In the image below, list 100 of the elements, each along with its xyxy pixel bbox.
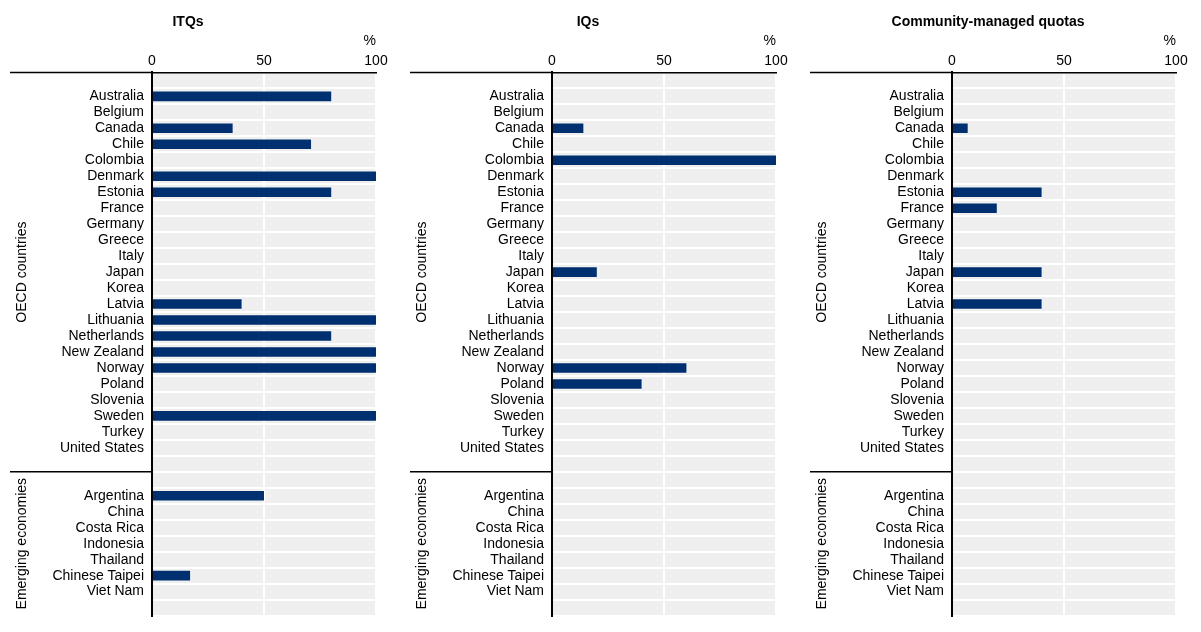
chart-title: ITQs [172, 13, 204, 30]
x-tick-label: 0 [948, 51, 957, 68]
y-tick-label: New Zealand [461, 342, 544, 359]
y-tick-label: Norway [896, 358, 944, 375]
y-tick-label: Thailand [490, 550, 544, 567]
y-tick-label: Chile [512, 135, 545, 152]
y-tick-label: Thailand [890, 550, 944, 567]
y-tick-label: Indonesia [483, 534, 545, 551]
y-tick-label: Latvia [506, 294, 545, 311]
y-tick-label: Colombia [884, 151, 945, 168]
y-tick-label: Germany [486, 215, 544, 232]
y-tick-label: Colombia [484, 151, 545, 168]
y-tick-label: United States [459, 438, 544, 455]
y-tick-label: Japan [105, 262, 144, 279]
y-tick-label: France [100, 199, 145, 216]
text: Emerging economies [812, 477, 829, 610]
bar [153, 139, 312, 150]
bar [953, 187, 1042, 198]
y-tick-label: Denmark [887, 167, 945, 184]
y-tick-label: New Zealand [861, 342, 944, 359]
bar [953, 267, 1042, 277]
y-tick-label: Lithuania [87, 310, 145, 327]
bar [153, 363, 376, 373]
y-tick-label: Estonia [497, 183, 545, 200]
bar [153, 570, 191, 581]
y-tick-label: United States [59, 438, 144, 455]
y-tick-label: Korea [506, 278, 545, 295]
bar [553, 267, 597, 277]
bar [553, 379, 642, 389]
bar [153, 171, 376, 182]
bar [153, 299, 242, 309]
bar [553, 155, 776, 166]
y-tick-label: Korea [106, 278, 145, 295]
y-tick-label: Argentina [484, 486, 545, 503]
y-tick-label: Sweden [493, 406, 544, 423]
chart-title: Community-managed quotas [891, 13, 1085, 30]
y-tick-label: Netherlands [468, 326, 544, 343]
y-tick-label: Italy [518, 246, 544, 263]
y-tick-label: Netherlands [68, 326, 144, 343]
y-tick-label: Thailand [90, 550, 144, 567]
y-tick-label: Costa Rica [875, 518, 945, 535]
x-axis-title: % [363, 32, 376, 49]
y-tick-label: Norway [496, 358, 544, 375]
y-tick-label: Slovenia [890, 390, 945, 407]
y-tick-label: Canada [894, 119, 945, 136]
y-tick-label: Belgium [893, 103, 944, 120]
y-tick-label: Japan [905, 262, 944, 279]
y-tick-label: Poland [100, 374, 144, 391]
y-tick-label: Denmark [87, 167, 145, 184]
y-tick-label: Slovenia [490, 390, 545, 407]
y-tick-label: Italy [918, 246, 944, 263]
bar [953, 123, 968, 134]
text: OECD countries [12, 221, 29, 323]
y-tick-label: Japan [505, 262, 544, 279]
y-tick-label: Chinese Taipei [52, 566, 144, 583]
y-tick-label: Korea [906, 278, 945, 295]
bar [153, 315, 376, 325]
y-tick-label: Sweden [93, 406, 144, 423]
y-tick-label: Belgium [493, 103, 544, 120]
x-axis-title: % [1163, 32, 1176, 49]
y-tick-label: Indonesia [83, 534, 145, 551]
y-tick-label: Germany [86, 215, 144, 232]
y-tick-label: China [507, 502, 545, 519]
y-tick-label: New Zealand [61, 342, 144, 359]
y-tick-label: Indonesia [883, 534, 945, 551]
y-tick-label: Estonia [97, 183, 145, 200]
x-tick-label: 0 [148, 51, 157, 68]
x-tick-label: 100 [1164, 51, 1188, 68]
y-tick-label: Italy [118, 246, 144, 263]
y-tick-label: Lithuania [487, 310, 545, 327]
y-tick-label: Viet Nam [486, 582, 544, 599]
text: OECD countries [812, 221, 829, 323]
y-tick-label: China [107, 502, 145, 519]
y-tick-label: Netherlands [868, 326, 944, 343]
y-tick-label: Chinese Taipei [852, 566, 944, 583]
y-tick-label: China [907, 502, 945, 519]
y-tick-label: Australia [889, 87, 945, 104]
bar [953, 299, 1042, 309]
y-tick-label: Belgium [93, 103, 144, 120]
bar [153, 123, 233, 134]
x-tick-label: 50 [656, 51, 672, 68]
y-tick-label: Viet Nam [886, 582, 944, 599]
y-tick-label: Colombia [84, 151, 145, 168]
y-tick-label: Argentina [884, 486, 945, 503]
y-tick-label: Norway [96, 358, 144, 375]
bar [553, 363, 687, 373]
y-tick-label: Greece [898, 231, 945, 248]
y-tick-label: France [900, 199, 945, 216]
y-tick-label: Viet Nam [86, 582, 144, 599]
y-tick-label: Greece [98, 231, 145, 248]
bar [153, 91, 332, 102]
y-tick-label: Turkey [101, 422, 144, 439]
y-tick-label: Latvia [106, 294, 145, 311]
x-tick-label: 0 [548, 51, 557, 68]
y-tick-label: Australia [489, 87, 545, 104]
y-tick-label: Denmark [487, 167, 545, 184]
text: Emerging economies [412, 477, 429, 610]
bar [153, 411, 376, 421]
y-tick-label: Costa Rica [475, 518, 545, 535]
y-tick-label: Poland [500, 374, 544, 391]
